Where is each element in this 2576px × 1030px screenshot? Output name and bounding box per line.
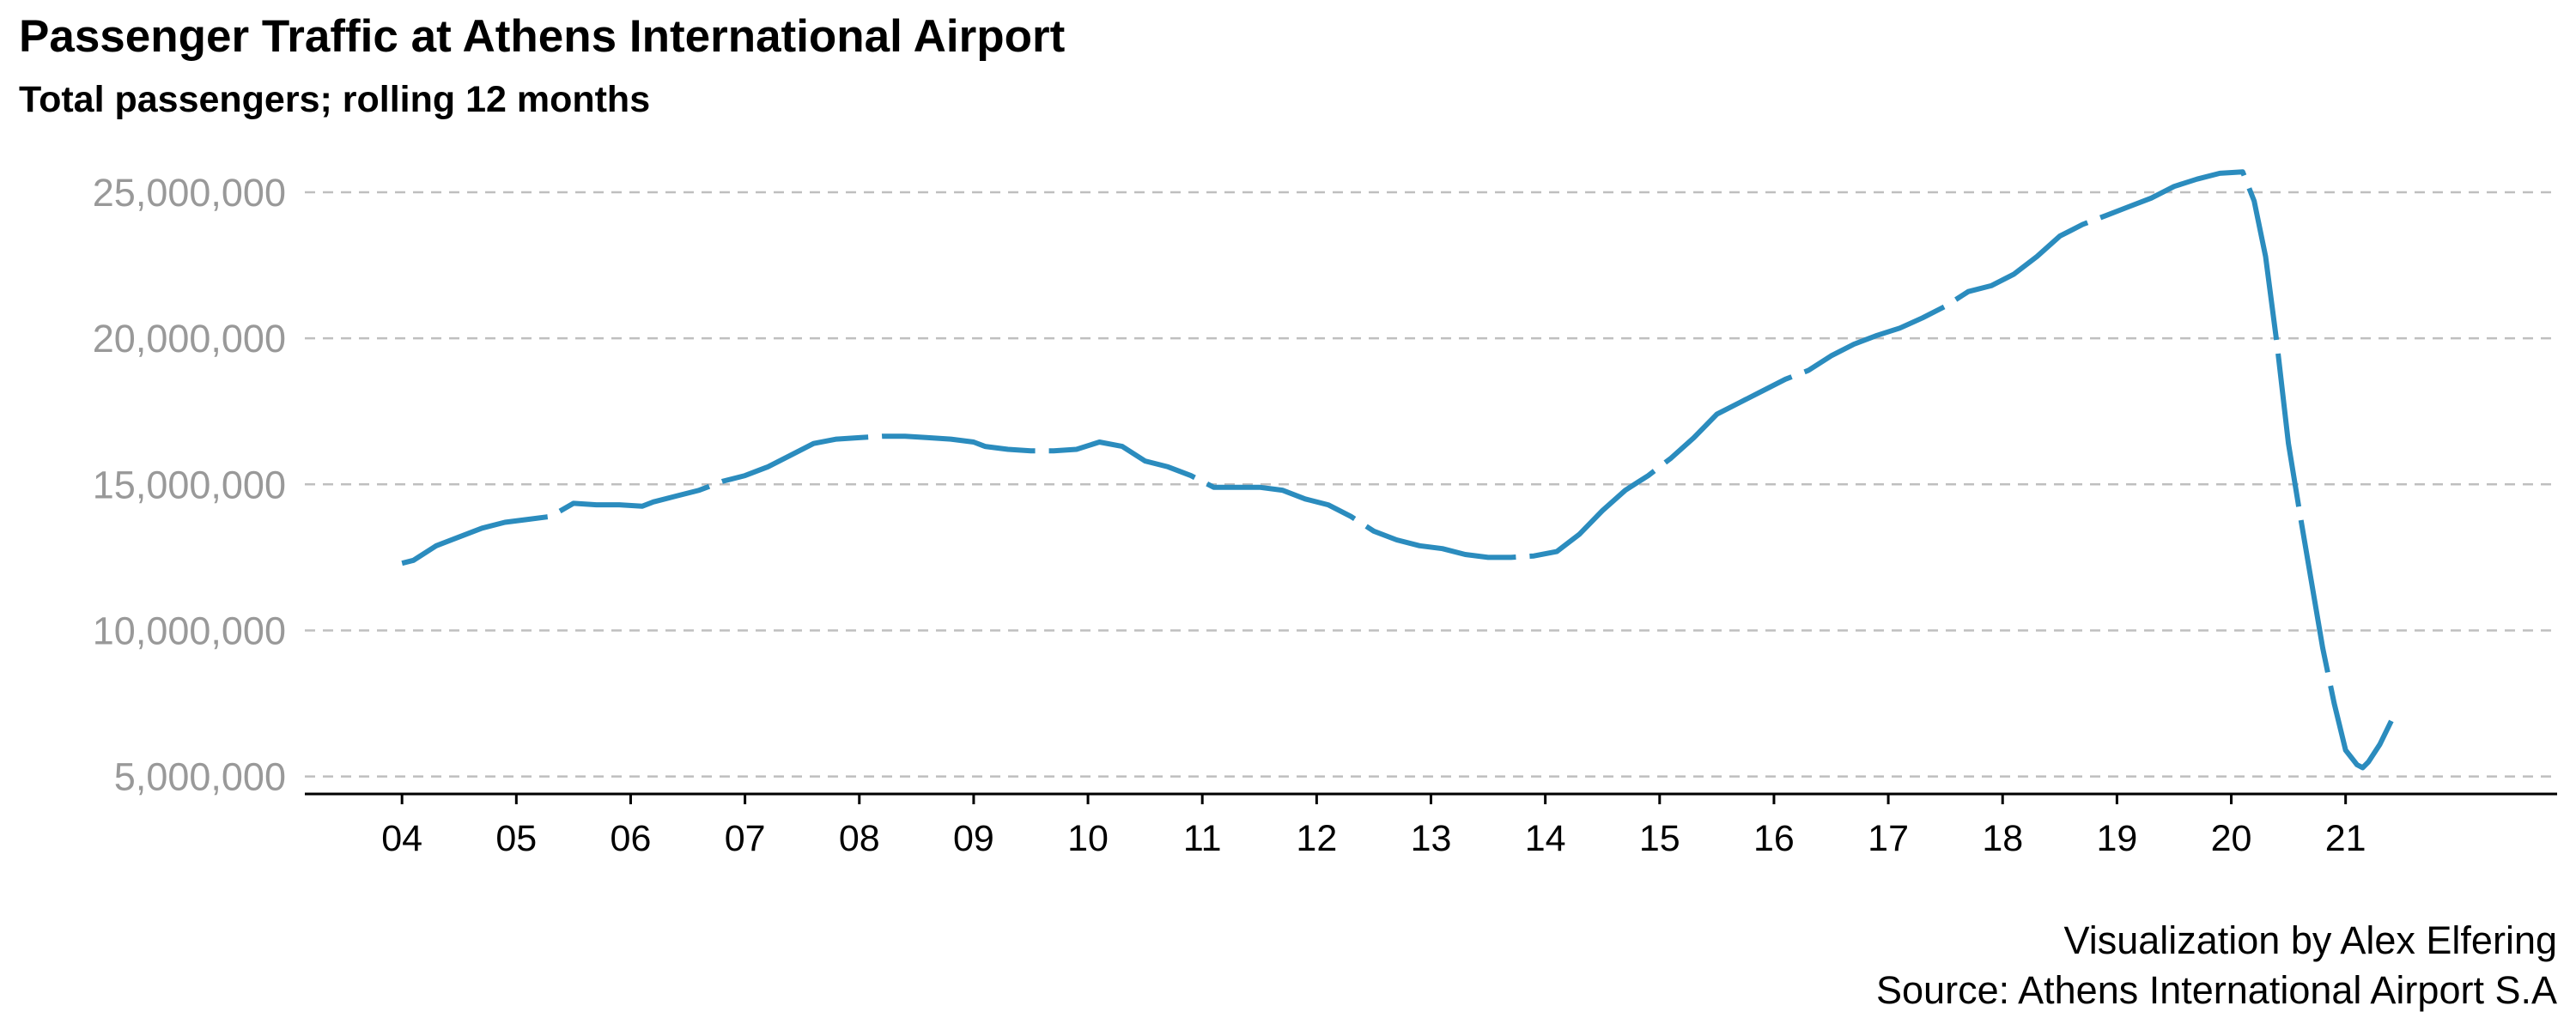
y-axis-ticks: 5,000,000 10,000,000 15,000,000 20,000,000 2… — [93, 171, 286, 799]
x-tick-label: 04 — [381, 818, 422, 859]
x-tick-label: 13 — [1411, 818, 1452, 859]
y-tick-label: 5,000,000 — [114, 755, 286, 799]
chart-title: Passenger Traffic at Athens Internationa… — [19, 11, 1066, 62]
x-tick-label: 17 — [1868, 818, 1909, 859]
x-tick-label: 06 — [611, 818, 652, 859]
series-line-passengers — [401, 169, 2394, 771]
x-tick-label: 16 — [1753, 818, 1795, 859]
y-tick-label: 20,000,000 — [93, 317, 286, 360]
caption-attribution: Visualization by Alex Elfering — [2063, 918, 2558, 962]
y-tick-label: 15,000,000 — [93, 463, 286, 506]
gridlines — [305, 191, 2557, 778]
y-tick-label: 25,000,000 — [93, 171, 286, 215]
x-tick-label: 20 — [2211, 818, 2252, 859]
x-tick-label: 15 — [1639, 818, 1680, 859]
x-tick-label: 10 — [1067, 818, 1109, 859]
x-tick-label: 12 — [1296, 818, 1337, 859]
caption-source: Source: Athens International Airport S.A — [1876, 968, 2557, 1012]
x-tick-label: 14 — [1525, 818, 1566, 859]
x-tick-label: 18 — [1982, 818, 2023, 859]
chart-subtitle: Total passengers; rolling 12 months — [19, 79, 651, 120]
x-tick-label: 21 — [2325, 818, 2366, 859]
x-tick-label: 09 — [953, 818, 994, 859]
y-tick-label: 10,000,000 — [93, 609, 286, 652]
x-tick-label: 19 — [2096, 818, 2137, 859]
x-axis-ticks: 04 05 06 07 08 09 10 11 12 13 14 15 16 17 18 19 20 21 — [381, 794, 2366, 859]
x-tick-label: 08 — [839, 818, 880, 859]
x-tick-label: 07 — [725, 818, 766, 859]
x-tick-label: 05 — [495, 818, 537, 859]
x-tick-label: 11 — [1183, 818, 1222, 859]
